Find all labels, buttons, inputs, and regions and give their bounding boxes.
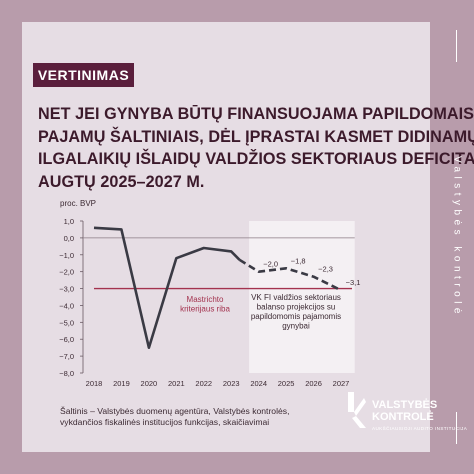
assessment-tag: VERTINIMAS bbox=[33, 63, 134, 87]
headline-line-3: ILGALAIKIŲ IŠLAIDŲ VALDŽIOS SEKTORIAUS D… bbox=[38, 150, 474, 168]
side-banner-text: Valstybės kontrolė bbox=[451, 156, 463, 318]
headline: NET JEI GYNYBA BŪTŲ FINANSUOJAMA PAPILDO… bbox=[38, 103, 474, 193]
side-banner: Valstybės kontrolė bbox=[440, 22, 474, 452]
logo-line-2: KONTROLĖ bbox=[372, 411, 434, 423]
headline-line-1: NET JEI GYNYBA BŪTŲ FINANSUOJAMA PAPILDO… bbox=[38, 105, 474, 123]
logo-mark-icon bbox=[348, 392, 366, 428]
logo-wordmark: VALSTYBĖS KONTROLĖ bbox=[372, 399, 437, 423]
side-divider-bottom bbox=[456, 412, 457, 444]
side-divider-top bbox=[456, 30, 457, 62]
headline-line-2: PAJAMŲ ŠALTINIAIS, DĖL ĮPRASTAI KASMET D… bbox=[38, 127, 474, 146]
logo-subtitle: AUKŠČIAUSIOJI AUDITO INSTITUCIJA bbox=[372, 426, 468, 431]
source-note: Šaltinis – Valstybės duomenų agentūra, V… bbox=[60, 406, 290, 427]
headline-line-4: AUGTŲ 2025–2027 M. bbox=[38, 172, 205, 191]
logo-line-1: VALSTYBĖS bbox=[372, 399, 438, 411]
logo: VALSTYBĖS KONTROLĖ AUKŠČIAUSIOJI AUDITO … bbox=[344, 388, 467, 436]
